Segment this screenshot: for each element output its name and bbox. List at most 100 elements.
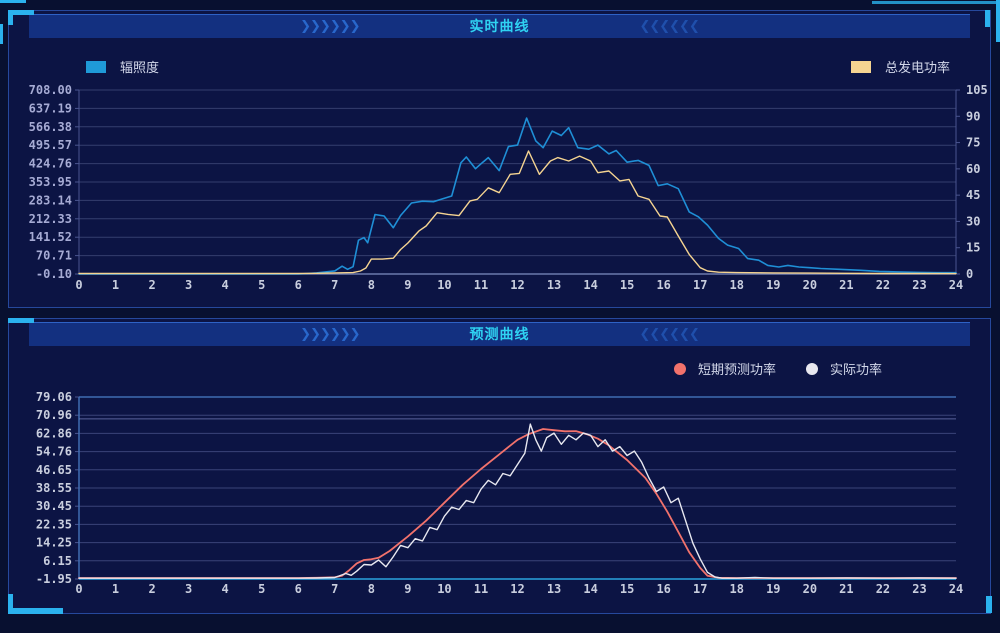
corner-accent	[986, 596, 992, 613]
svg-text:23: 23	[912, 278, 926, 292]
svg-text:20: 20	[803, 582, 817, 596]
svg-text:1: 1	[112, 582, 119, 596]
svg-text:22: 22	[876, 582, 890, 596]
svg-text:19: 19	[766, 582, 780, 596]
svg-text:18: 18	[730, 278, 744, 292]
svg-text:75: 75	[966, 136, 980, 150]
svg-text:21: 21	[839, 278, 853, 292]
svg-text:-1.95: -1.95	[36, 572, 72, 586]
svg-text:5: 5	[258, 582, 265, 596]
svg-text:8: 8	[368, 582, 375, 596]
chevrons-left-icon: ❮❮❮❮❮❮	[639, 326, 700, 342]
svg-text:4: 4	[222, 582, 229, 596]
forecast-panel: ❯❯❯❯❯❯ 预测曲线 ❮❮❮❮❮❮ 短期预测功率 实际功率 79.06 70.9…	[8, 318, 991, 614]
svg-text:60: 60	[966, 162, 980, 176]
irradiance-swatch-icon	[86, 60, 106, 73]
svg-text:12: 12	[510, 278, 524, 292]
actual-power-swatch-icon	[805, 362, 818, 375]
forecast-panel-title: 预测曲线	[469, 327, 530, 343]
svg-text:30.45: 30.45	[36, 499, 72, 513]
svg-text:566.38: 566.38	[29, 120, 72, 134]
svg-text:6.15: 6.15	[43, 554, 72, 568]
svg-text:2: 2	[148, 582, 155, 596]
svg-text:7: 7	[331, 582, 338, 596]
realtime-panel: ❯❯❯❯❯❯ 实时曲线 ❮❮❮❮❮❮ 辐照度 总发电功率 708.00 637.1…	[8, 10, 991, 308]
svg-text:90: 90	[966, 109, 980, 123]
legend-label: 总发电功率	[884, 61, 950, 76]
svg-text:141.52: 141.52	[29, 230, 72, 244]
svg-text:45: 45	[966, 188, 980, 202]
forecast-chart: 79.06 70.96 62.86 54.76 46.65 38.55 30.45 22.35…	[36, 390, 963, 596]
svg-text:5: 5	[258, 278, 265, 292]
svg-text:24: 24	[949, 278, 963, 292]
corner-accent	[8, 10, 13, 25]
svg-text:30: 30	[966, 214, 980, 228]
svg-text:15: 15	[620, 582, 634, 596]
svg-text:16: 16	[656, 582, 670, 596]
svg-text:13: 13	[547, 582, 561, 596]
corner-accent	[8, 10, 34, 15]
svg-text:7: 7	[331, 278, 338, 292]
svg-text:21: 21	[839, 582, 853, 596]
svg-text:424.76: 424.76	[29, 157, 72, 171]
svg-text:12: 12	[510, 582, 524, 596]
svg-text:-0.10: -0.10	[36, 267, 72, 281]
svg-text:54.76: 54.76	[36, 445, 72, 459]
legend-irradiance[interactable]: 辐照度	[86, 57, 159, 76]
svg-text:283.14: 283.14	[29, 193, 72, 207]
legend-forecast-power[interactable]: 短期预测功率	[673, 359, 776, 378]
forecast-power-swatch-icon	[673, 362, 686, 375]
realtime-chart: 708.00 637.19 566.38 495.57 424.76 353.95 283.…	[29, 83, 988, 292]
legend-label: 辐照度	[120, 61, 160, 76]
realtime-panel-header: ❯❯❯❯❯❯ 实时曲线 ❮❮❮❮❮❮	[29, 14, 970, 38]
svg-text:0: 0	[966, 267, 973, 281]
corner-accent	[0, 0, 26, 3]
svg-text:11: 11	[474, 278, 488, 292]
svg-text:10: 10	[437, 582, 451, 596]
svg-text:11: 11	[474, 582, 488, 596]
svg-text:10: 10	[437, 278, 451, 292]
chevrons-right-icon: ❯❯❯❯❯❯	[300, 326, 360, 342]
svg-text:38.55: 38.55	[36, 481, 72, 495]
legend-actual-power[interactable]: 实际功率	[805, 359, 882, 378]
corner-accent	[0, 24, 3, 44]
svg-text:1: 1	[112, 278, 119, 292]
svg-text:637.19: 637.19	[29, 101, 72, 115]
corner-accent	[8, 318, 34, 323]
corner-accent	[8, 608, 63, 614]
svg-text:16: 16	[656, 278, 670, 292]
total-power-swatch-icon	[850, 60, 871, 73]
legend-total-power[interactable]: 总发电功率	[850, 57, 950, 76]
svg-text:13: 13	[547, 278, 561, 292]
svg-text:62.86: 62.86	[36, 426, 72, 440]
svg-text:46.65: 46.65	[36, 463, 72, 477]
svg-text:6: 6	[295, 278, 302, 292]
svg-text:20: 20	[803, 278, 817, 292]
svg-text:22.35: 22.35	[36, 517, 72, 531]
legend-label: 实际功率	[829, 363, 882, 378]
svg-text:0: 0	[75, 582, 82, 596]
corner-accent	[872, 1, 1000, 4]
svg-text:14: 14	[583, 278, 597, 292]
svg-text:2: 2	[148, 278, 155, 292]
svg-text:9: 9	[404, 278, 411, 292]
svg-text:24: 24	[949, 582, 963, 596]
svg-text:212.33: 212.33	[29, 212, 72, 226]
corner-accent	[8, 594, 13, 614]
svg-text:70.96: 70.96	[36, 408, 72, 422]
svg-text:9: 9	[404, 582, 411, 596]
svg-text:8: 8	[368, 278, 375, 292]
chevrons-left-icon: ❮❮❮❮❮❮	[639, 18, 700, 34]
svg-text:3: 3	[185, 278, 192, 292]
svg-text:19: 19	[766, 278, 780, 292]
svg-text:708.00: 708.00	[29, 83, 72, 97]
svg-text:22: 22	[876, 278, 890, 292]
corner-accent	[996, 0, 1000, 42]
forecast-panel-header: ❯❯❯❯❯❯ 预测曲线 ❮❮❮❮❮❮	[29, 322, 970, 346]
svg-text:14.25: 14.25	[36, 536, 72, 550]
svg-text:0: 0	[75, 278, 82, 292]
svg-text:15: 15	[966, 241, 980, 255]
svg-text:3: 3	[185, 582, 192, 596]
legend-label: 短期预测功率	[697, 363, 776, 378]
realtime-panel-title: 实时曲线	[469, 19, 530, 35]
